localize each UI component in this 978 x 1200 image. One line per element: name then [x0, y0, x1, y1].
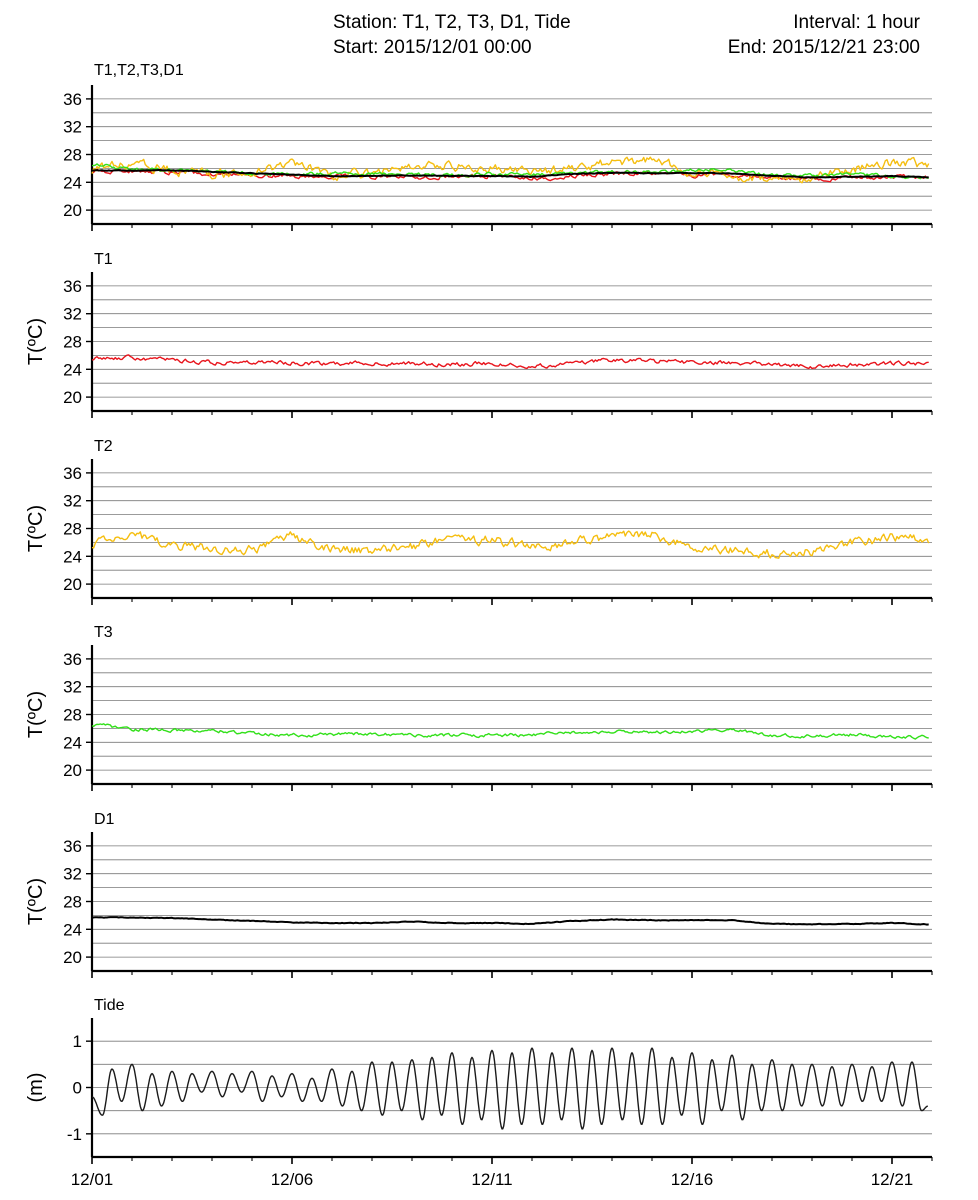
y-tick-label: 28	[63, 706, 82, 725]
x-tick-label: 12/16	[671, 1170, 714, 1189]
y-tick-label: 36	[63, 650, 82, 669]
y-tick-label: 20	[63, 201, 82, 220]
y-axis-label: T(ºC)	[25, 318, 47, 365]
y-axis-label: T(ºC)	[25, 878, 47, 925]
y-tick-label: 24	[63, 920, 82, 939]
y-tick-label: 20	[63, 948, 82, 967]
y-tick-label: 1	[73, 1032, 82, 1051]
series-line-t1	[91, 354, 929, 370]
x-tick-label: 12/06	[271, 1170, 314, 1189]
y-tick-label: 32	[63, 305, 82, 324]
y-tick-label: 28	[63, 146, 82, 165]
station-label: Station: T1, T2, T3, D1, Tide	[333, 12, 571, 33]
x-tick-label: 12/21	[871, 1170, 914, 1189]
y-tick-label: 32	[63, 865, 82, 884]
x-tick-label: 12/01	[71, 1170, 114, 1189]
y-tick-label: 28	[63, 893, 82, 912]
panel-1: 20 24 28 32 36 T1 T(ºC)	[25, 251, 933, 418]
y-tick-label: 32	[63, 492, 82, 511]
y-axis-label: (m)	[25, 1073, 47, 1103]
panel-4: 20 24 28 32 36 D1 T(ºC)	[25, 811, 933, 978]
y-axis-label: T(ºC)	[25, 505, 47, 552]
start-time-label: Start: 2015/12/01 00:00	[333, 37, 532, 58]
panel-title: T2	[94, 438, 113, 455]
y-tick-label: 20	[63, 388, 82, 407]
y-tick-label: 36	[63, 464, 82, 483]
y-tick-label: 20	[63, 761, 82, 780]
y-tick-label: 24	[63, 360, 82, 379]
end-time-label: End: 2015/12/21 23:00	[727, 37, 920, 58]
y-tick-label: 20	[63, 575, 82, 594]
panel-2: 20 24 28 32 36 T2 T(ºC)	[25, 438, 933, 605]
chart-header: Station: T1, T2, T3, D1, Tide Start: 201…	[0, 0, 978, 70]
y-tick-label: 32	[63, 678, 82, 697]
y-tick-label: 24	[63, 173, 82, 192]
panel-3: 20 24 28 32 36 T3 T(ºC)	[25, 624, 933, 791]
y-tick-label: 24	[63, 733, 82, 752]
y-tick-label: 0	[73, 1079, 82, 1098]
x-tick-label: 12/11	[471, 1170, 512, 1189]
y-tick-label: -1	[67, 1125, 82, 1144]
panel-title: T1	[94, 251, 113, 268]
y-tick-label: 36	[63, 277, 82, 296]
y-tick-label: 28	[63, 520, 82, 539]
y-tick-label: 28	[63, 333, 82, 352]
panel-title: T3	[94, 624, 113, 641]
panel-title: T1,T2,T3,D1	[94, 62, 184, 79]
panel-title: D1	[94, 811, 115, 828]
series-line-t3	[91, 723, 929, 740]
y-tick-label: 36	[63, 837, 82, 856]
y-tick-label: 32	[63, 118, 82, 137]
series-line-d1	[91, 169, 929, 179]
panel-title: Tide	[94, 997, 125, 1014]
y-tick-label: 24	[63, 547, 82, 566]
interval-label: Interval: 1 hour	[793, 12, 920, 33]
panel-0: 20 24 28 32 36 T1,T2,T3,D1	[63, 62, 933, 231]
y-tick-label: 36	[63, 90, 82, 109]
panel-5: -1 0 1 Tide (m)	[25, 997, 933, 1164]
y-axis-label: T(ºC)	[25, 691, 47, 738]
series-line-tide	[91, 1047, 929, 1130]
series-line-d1	[91, 916, 929, 926]
series-line-t2	[91, 530, 930, 559]
series-line-t2	[91, 156, 930, 184]
